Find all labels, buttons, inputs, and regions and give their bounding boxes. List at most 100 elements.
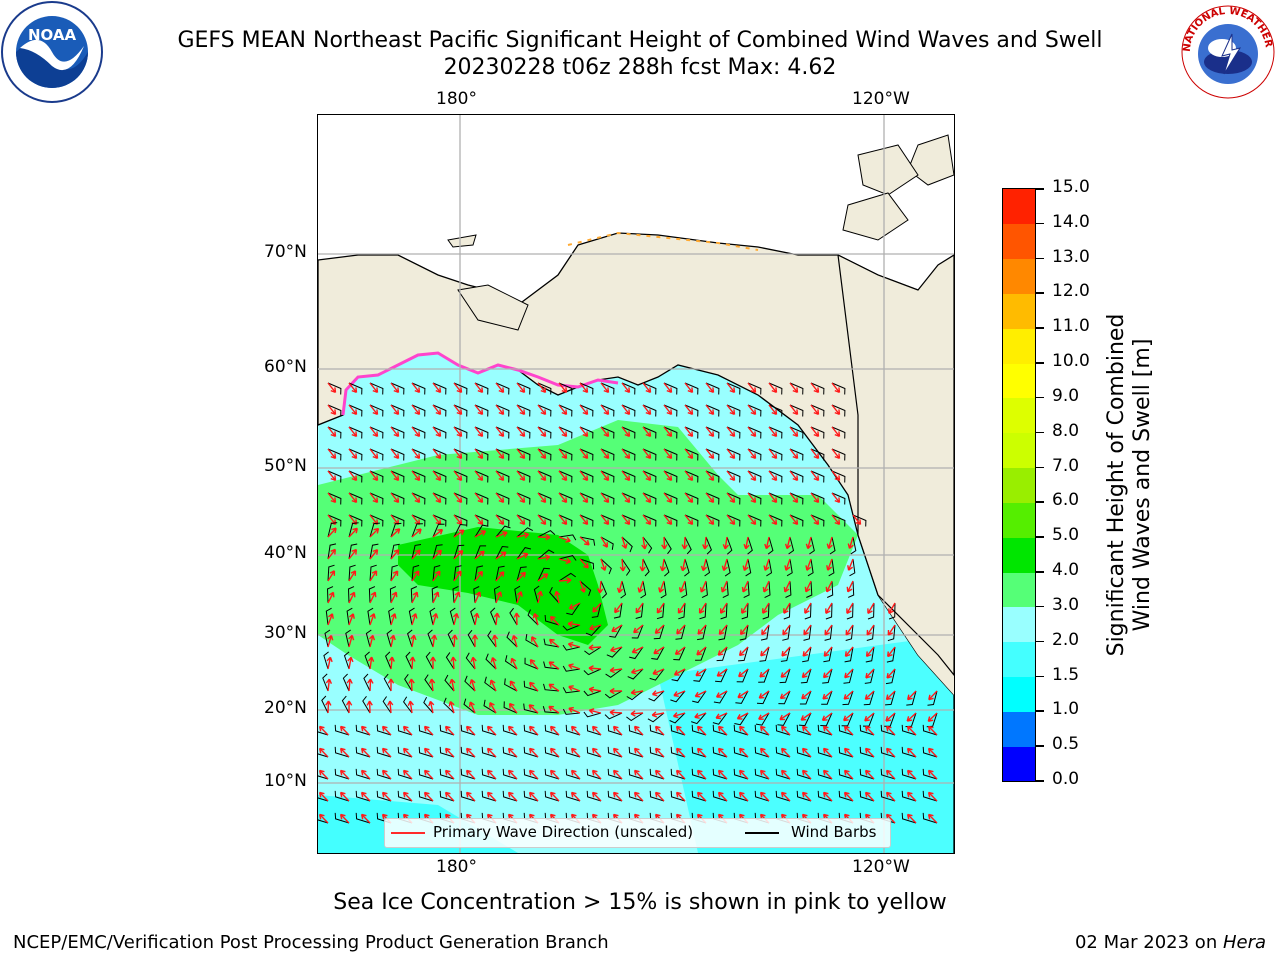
wind-barb (369, 564, 377, 582)
wind-barb (887, 624, 896, 642)
wind-barb (514, 585, 521, 604)
wave-direction-arrow (360, 813, 371, 824)
wind-barb (579, 382, 594, 395)
wind-barb (509, 607, 518, 626)
wave-direction-arrow (768, 382, 778, 394)
wave-direction-arrow (465, 769, 476, 780)
wind-barb (318, 775, 329, 780)
wind-barb (411, 514, 426, 527)
wave-direction-arrow (867, 602, 875, 615)
wind-barb (621, 536, 633, 553)
wave-direction-arrow (663, 492, 673, 504)
colorbar-segment (1003, 572, 1035, 608)
wind-barb (684, 382, 699, 395)
wave-direction-arrow (528, 769, 539, 780)
wave-direction-arrow (516, 448, 526, 460)
wind-barb (829, 536, 836, 555)
wind-barb (591, 602, 602, 618)
wave-direction-arrow (715, 712, 728, 720)
graticule (318, 115, 954, 853)
wind-barb (544, 768, 560, 780)
wave-direction-arrow (402, 747, 413, 758)
wave-direction-arrow (654, 769, 665, 780)
wind-barb (474, 492, 489, 505)
wind-barb (859, 746, 875, 758)
wave-direction-arrow (537, 573, 549, 582)
wind-barb (369, 492, 384, 505)
wave-direction-arrow (720, 602, 728, 614)
wave-direction-arrow (887, 646, 896, 658)
wind-barb (642, 536, 653, 554)
wind-barb (863, 690, 875, 706)
wind-barb (397, 724, 413, 736)
wind-barb (368, 586, 376, 604)
wave-direction-arrow (579, 470, 589, 482)
wind-barb (474, 426, 489, 439)
wave-direction-arrow (656, 602, 665, 614)
wave-direction-arrow (360, 791, 371, 802)
wave-direction-arrow (653, 646, 665, 655)
wind-barb (586, 724, 602, 736)
wind-barb (628, 790, 644, 802)
wind-barb (369, 404, 384, 417)
colorbar-tick-label: 5.0 (1052, 525, 1080, 546)
wave-direction-arrow (747, 492, 757, 504)
wind-barb (432, 426, 447, 439)
wind-barb (852, 514, 867, 527)
wave-direction-arrow (387, 678, 395, 691)
wind-barb (460, 746, 476, 758)
wave-direction-arrow (654, 791, 665, 802)
wind-barb (671, 668, 686, 682)
wind-barb (607, 746, 623, 758)
colorbar-tick-label: 1.5 (1052, 664, 1080, 685)
wave-direction-arrow (663, 514, 673, 526)
colorbar-tick-label: 15.0 (1052, 177, 1090, 197)
colorbar-tick-mark (1036, 396, 1044, 399)
wind-barb (495, 382, 510, 395)
wind-barb (817, 768, 833, 780)
wind-barb (348, 543, 358, 560)
wind-barb (474, 382, 489, 395)
wind-barb (600, 404, 615, 417)
wave-direction-arrow (810, 448, 820, 460)
wave-direction-arrow (822, 769, 833, 780)
wind-barb (376, 746, 392, 758)
wave-direction-arrow (348, 613, 355, 626)
wind-barb (586, 746, 602, 758)
wind-barb (453, 426, 468, 439)
wave-direction-arrow (469, 678, 476, 692)
wave-direction-arrow (411, 591, 419, 604)
wind-barb (600, 580, 608, 599)
wave-direction-arrow (621, 470, 631, 482)
wave-direction-arrow (642, 448, 652, 460)
wind-barb (495, 404, 510, 417)
wave-direction-arrow (675, 725, 686, 736)
wind-barb (579, 580, 592, 596)
colorbar-tick-mark (1036, 466, 1044, 469)
wind-barb (506, 631, 518, 648)
wave-direction-arrow (663, 470, 673, 482)
wind-barb (542, 706, 560, 714)
wave-direction-arrow (558, 426, 568, 438)
wave-direction-arrow (789, 382, 799, 394)
wave-direction-arrow (609, 709, 623, 716)
wave-direction-arrow (588, 644, 602, 651)
wave-direction-arrow (822, 690, 833, 700)
wind-barb (323, 651, 329, 670)
wave-direction-arrow (318, 769, 329, 780)
wave-direction-arrow (614, 602, 623, 614)
wind-barb (810, 448, 825, 461)
wind-barb (386, 629, 393, 648)
wave-direction-arrow (609, 666, 623, 674)
wind-barb (762, 602, 770, 620)
wind-barb (901, 790, 917, 802)
wave-direction-arrow (621, 426, 631, 438)
wave-direction-arrow (588, 686, 602, 693)
wave-direction-arrow (885, 690, 896, 701)
wind-barb (640, 580, 647, 599)
colorbar-segment (1003, 223, 1035, 260)
wind-barb (383, 673, 392, 692)
wave-direction-arrow (611, 624, 623, 633)
wind-barb (621, 492, 636, 505)
wind-barb (642, 514, 657, 527)
